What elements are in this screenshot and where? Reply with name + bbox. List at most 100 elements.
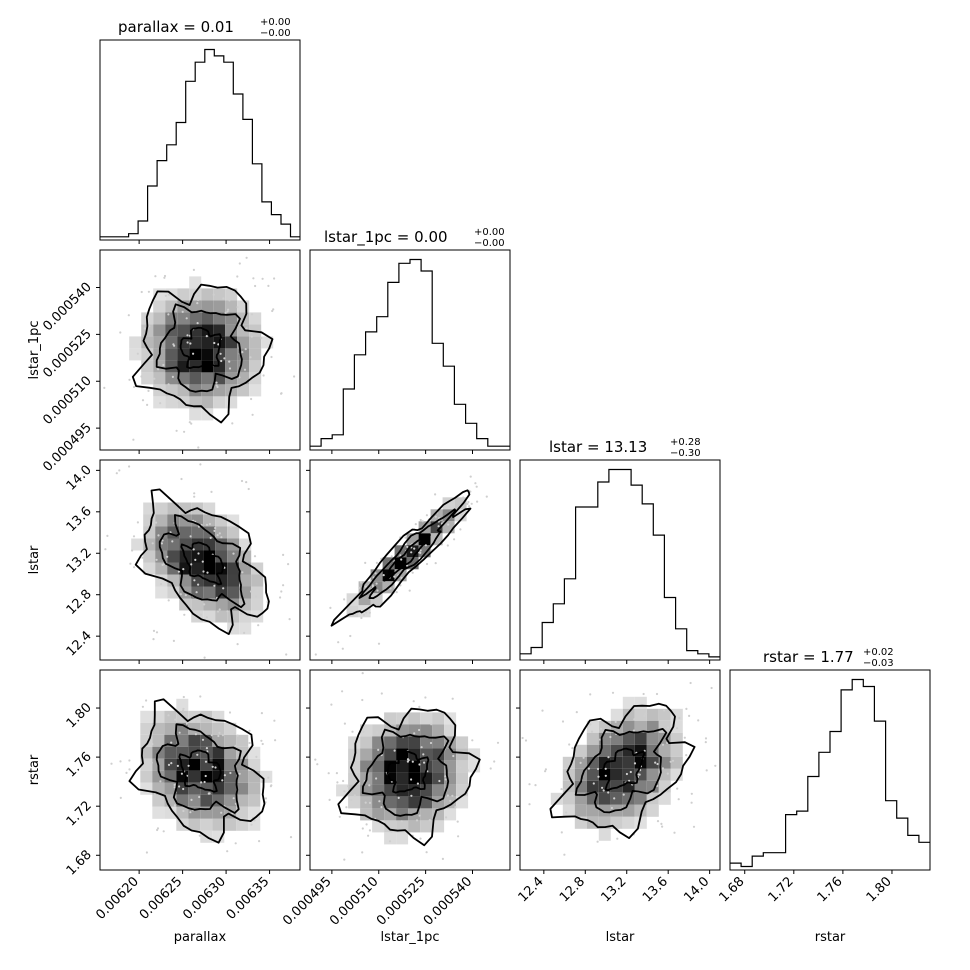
density-cell: [153, 300, 166, 313]
sample-point: [273, 719, 276, 722]
sample-point: [218, 608, 221, 611]
density-cell: [622, 732, 635, 745]
sample-point: [119, 760, 122, 763]
density-cell: [646, 768, 659, 781]
sample-point: [211, 765, 214, 768]
sample-point: [690, 801, 693, 804]
density-cell: [248, 794, 261, 807]
y-tick-label: 0.000510: [40, 373, 94, 427]
sample-point: [241, 351, 244, 354]
sample-point: [110, 762, 113, 765]
sample-point: [214, 766, 217, 769]
density-cell: [670, 708, 683, 721]
ylabel-lstar: lstar: [27, 545, 42, 574]
sample-point: [162, 363, 165, 367]
sample-point: [645, 712, 648, 715]
sample-point: [161, 539, 164, 542]
density-cell: [586, 756, 599, 769]
sample-point: [425, 514, 428, 517]
sample-point: [661, 743, 665, 746]
sample-point: [279, 596, 282, 599]
sample-point: [364, 561, 367, 565]
sample-point: [164, 511, 168, 515]
sample-point: [236, 643, 239, 646]
sample-point: [424, 696, 427, 699]
sample-point: [625, 772, 629, 776]
sample-point: [228, 367, 232, 370]
sample-point: [141, 399, 145, 402]
sample-point: [470, 502, 473, 505]
sample-point: [561, 720, 565, 723]
density-cell: [225, 288, 238, 301]
sample-point: [183, 712, 186, 716]
density-cell: [188, 770, 201, 783]
density-cell: [420, 808, 433, 821]
density-cell: [420, 760, 433, 773]
sample-point: [422, 753, 425, 756]
contour-level-1: [178, 749, 222, 793]
density-cell: [456, 772, 469, 785]
sample-point: [157, 534, 160, 537]
density-cell: [670, 756, 683, 769]
sample-point: [156, 827, 160, 830]
axes-frame-lstar-lstar: [519, 459, 721, 661]
sample-point: [589, 693, 592, 696]
density-cell: [227, 586, 240, 599]
sample-point: [575, 711, 578, 714]
density-cell: [155, 586, 168, 599]
density-cell: [574, 780, 587, 793]
sample-point: [434, 515, 437, 518]
sample-point: [437, 525, 440, 528]
sample-point: [375, 777, 378, 780]
sample-point: [154, 275, 157, 278]
sample-point: [368, 784, 371, 787]
sample-point: [451, 794, 454, 797]
title-lstar-1pc: lstar_1pc = 0.00: [324, 228, 448, 247]
density-cell: [408, 724, 421, 737]
density-cell: [153, 312, 166, 325]
density-cell: [189, 276, 202, 289]
sample-point: [609, 735, 612, 739]
density-cell: [420, 712, 433, 725]
sample-point: [347, 785, 350, 788]
density-cell: [224, 818, 237, 831]
sample-point: [145, 851, 148, 854]
density-cell: [646, 732, 659, 745]
xlabel-lstar: lstar: [606, 930, 635, 945]
sample-point: [582, 756, 585, 759]
sample-point: [411, 760, 414, 763]
sample-point: [415, 819, 419, 822]
density-cell: [444, 808, 457, 821]
sample-point: [250, 397, 253, 401]
sample-point: [248, 729, 251, 732]
contour-level-2: [361, 728, 450, 817]
sample-point: [193, 579, 196, 582]
sample-point: [238, 772, 241, 775]
sample-point: [412, 700, 415, 703]
density-cell: [658, 708, 671, 721]
sample-point: [255, 755, 258, 759]
sample-point: [476, 500, 479, 503]
sample-point: [176, 764, 179, 768]
sample-point: [199, 695, 202, 698]
sample-point: [447, 523, 450, 526]
sample-point: [245, 256, 248, 259]
sample-point: [203, 656, 206, 659]
sample-point: [136, 521, 139, 524]
sample-point: [395, 591, 398, 594]
sample-point: [170, 741, 173, 744]
density-cell: [658, 780, 671, 793]
density-cell: [203, 550, 216, 563]
sample-point: [190, 798, 193, 802]
sample-point: [205, 616, 208, 619]
y-tick-label: 12.4: [64, 628, 95, 659]
sample-point: [272, 308, 275, 311]
x-tick-label: 0.000510: [327, 874, 381, 928]
sample-point: [656, 784, 659, 788]
density-cell: [140, 770, 153, 783]
sample-point: [521, 736, 524, 740]
sample-point: [637, 773, 640, 776]
sample-point: [162, 830, 165, 833]
density-cell: [201, 288, 214, 301]
sample-point: [660, 822, 663, 826]
